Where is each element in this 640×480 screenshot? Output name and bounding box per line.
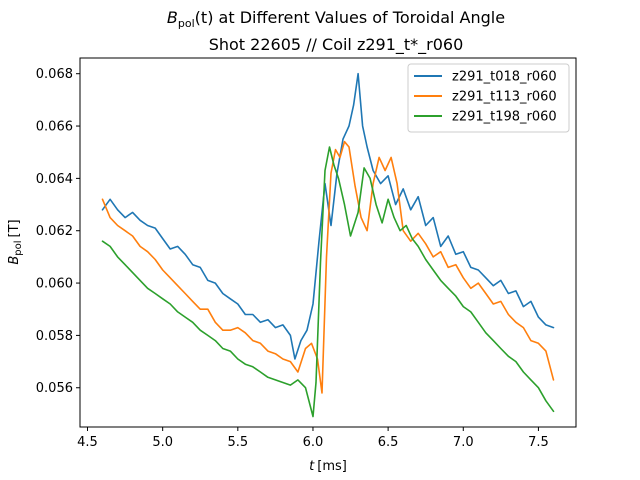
x-tick-label: 6.0 xyxy=(303,435,324,450)
y-tick-label: 0.062 xyxy=(36,224,73,239)
chart-title: Bpol(t) at Different Values of Toroidal … xyxy=(167,8,505,30)
legend: z291_t018_r060 z291_t113_r060 z291_t198_r0… xyxy=(407,63,570,133)
x-axis-label-symbol: t xyxy=(309,459,315,474)
y-tick-label: 0.060 xyxy=(36,277,73,292)
plot-area xyxy=(79,57,577,428)
chart-subtitle: Shot 22605 // Coil z291_t*_r060 xyxy=(209,35,464,55)
y-axis-label: Bpol [T] xyxy=(7,219,24,264)
x-tick-label: 6.5 xyxy=(378,435,399,450)
x-tick-label: 5.5 xyxy=(227,435,248,450)
y-tick-label: 0.064 xyxy=(36,172,73,187)
x-axis: 4.5 5.0 5.5 6.0 6.5 7.0 7.5 xyxy=(77,427,549,450)
x-tick-label: 4.5 xyxy=(77,435,98,450)
x-tick-label: 5.0 xyxy=(152,435,173,450)
x-tick-label: 7.0 xyxy=(453,435,474,450)
legend-label-2: z291_t113_r060 xyxy=(452,90,557,105)
legend-label-3: z291_t198_r060 xyxy=(452,110,557,125)
y-tick-label: 0.068 xyxy=(36,67,73,82)
series-line-3 xyxy=(101,146,555,418)
series-line-2 xyxy=(101,140,555,394)
y-axis-label-unit: [T] xyxy=(7,219,22,237)
plot-frame xyxy=(79,57,577,428)
title-arg: (t) xyxy=(195,8,214,27)
y-tick-label: 0.058 xyxy=(36,329,73,344)
series-line-1 xyxy=(101,72,555,360)
legend-items: z291_t018_r060 z291_t113_r060 z291_t198_r0… xyxy=(414,70,557,125)
title-subscript: pol xyxy=(178,17,195,30)
x-axis-label-unit: [ms] xyxy=(317,459,347,474)
y-tick-label: 0.066 xyxy=(36,120,73,135)
y-tick-label: 0.056 xyxy=(36,381,73,396)
series-lines xyxy=(101,72,555,418)
legend-box xyxy=(407,63,570,133)
y-axis-label-subscript: pol xyxy=(13,240,24,255)
title-symbol: B xyxy=(167,8,178,27)
y-axis-label-symbol: B xyxy=(7,256,22,265)
x-axis-label: t [ms] xyxy=(309,459,347,474)
title-rest: at Different Values of Toroidal Angle xyxy=(213,8,505,27)
y-axis: 0.056 0.058 0.060 0.062 0.064 0.066 0.068 xyxy=(36,67,80,396)
legend-label-1: z291_t018_r060 xyxy=(452,70,557,85)
x-tick-label: 7.5 xyxy=(528,435,549,450)
chart-title-group: Bpol(t) at Different Values of Toroidal … xyxy=(167,8,505,55)
